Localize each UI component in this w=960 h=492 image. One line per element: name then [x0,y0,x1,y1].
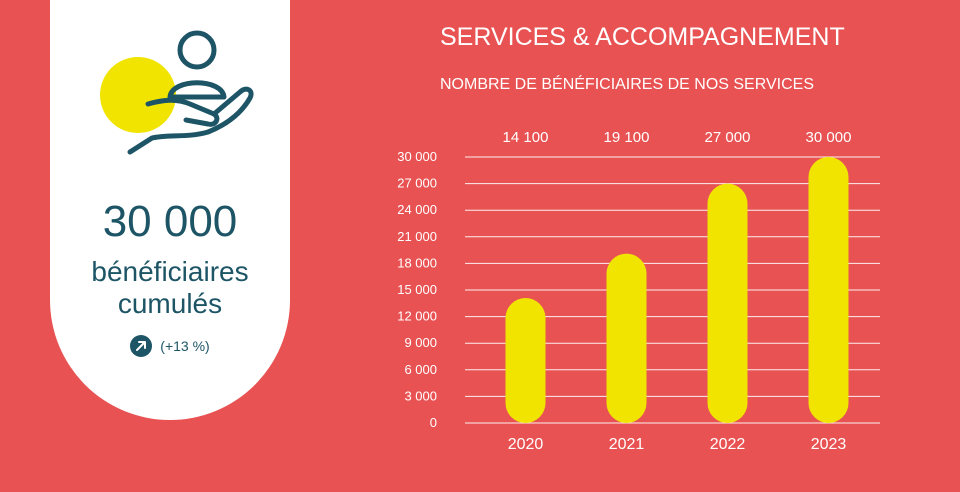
data-label-2020: 14 100 [503,129,549,146]
y-tick-label: 24 000 [397,202,437,217]
y-tick-labels: 0 3 000 6 000 9 000 12 000 15 000 18 000 21 000… [397,149,437,430]
data-label-2021: 19 100 [604,129,650,146]
growth-text: (+13 %) [160,338,210,354]
y-tick-label: 30 000 [397,149,437,164]
category-label-2020: 2020 [508,436,544,453]
y-tick-label: 12 000 [397,309,437,324]
bar-2022 [707,183,748,423]
y-tick-label: 0 [430,415,437,430]
category-label-2022: 2022 [710,436,746,453]
bar-2021 [606,253,647,423]
y-tick-label: 6 000 [404,362,437,377]
y-tick-label: 3 000 [404,388,437,403]
data-label-2023: 30 000 [806,129,852,146]
total-label-line2: cumulés [117,288,223,319]
total-beneficiaries: 30 000 [102,197,238,246]
total-label-line1: bénéficiaires [91,256,249,287]
y-tick-label: 21 000 [397,229,437,244]
y-tick-label: 15 000 [397,282,437,297]
growth-indicator: (+13 %) [50,334,290,358]
y-tick-label: 18 000 [397,255,437,270]
total-label: bénéficiaires cumulés [50,256,290,320]
y-tick-label: 9 000 [404,335,437,350]
category-label-2023: 2023 [811,436,847,453]
category-label-2021: 2021 [609,436,645,453]
summary-card: 30 000 bénéficiaires cumulés (+13 %) [50,0,290,420]
arrow-up-right-icon [130,335,153,357]
bar-2023 [808,157,849,423]
chart-title: SERVICES & ACCOMPAGNEMENT [440,23,845,51]
hand-holding-person-icon [100,30,254,155]
data-labels: 14 100 19 100 27 000 30 000 [503,129,852,146]
category-labels: 2020 2021 2022 2023 [508,436,847,453]
y-tick-label: 27 000 [397,176,437,191]
chart-subtitle: NOMBRE DE BÉNÉFICIAIRES DE NOS SERVICES [440,76,815,93]
data-label-2022: 27 000 [705,129,751,146]
bar-2020 [505,297,546,423]
bars [505,157,849,423]
